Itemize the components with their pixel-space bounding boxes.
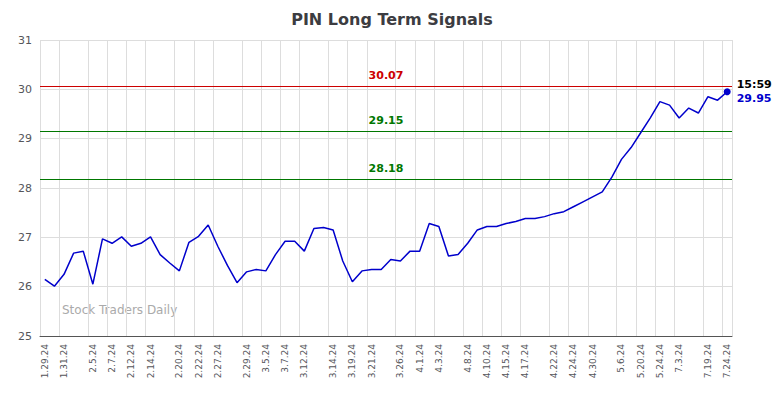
svg-text:7.3.24: 7.3.24	[674, 344, 684, 373]
svg-text:30.07: 30.07	[369, 69, 404, 82]
svg-text:7.24.24: 7.24.24	[722, 344, 732, 379]
svg-text:PIN Long Term Signals: PIN Long Term Signals	[291, 10, 493, 29]
svg-text:4.8.24: 4.8.24	[463, 344, 473, 373]
svg-text:28: 28	[18, 182, 32, 195]
svg-text:3.21.24: 3.21.24	[367, 344, 377, 379]
svg-text:2.22.24: 2.22.24	[194, 344, 204, 379]
svg-text:30: 30	[18, 83, 32, 96]
svg-text:29.95: 29.95	[737, 92, 772, 105]
svg-text:1.29.24: 1.29.24	[40, 344, 50, 379]
svg-text:5.24.24: 5.24.24	[655, 344, 665, 379]
svg-text:15:59: 15:59	[737, 78, 772, 91]
svg-text:25: 25	[18, 330, 32, 343]
svg-text:27: 27	[18, 231, 32, 244]
svg-text:7.19.24: 7.19.24	[703, 344, 713, 379]
svg-text:31: 31	[18, 34, 32, 47]
svg-text:1.31.24: 1.31.24	[59, 344, 69, 379]
svg-text:3.5.24: 3.5.24	[261, 344, 271, 373]
svg-text:2.5.24: 2.5.24	[88, 344, 98, 373]
svg-text:2.7.24: 2.7.24	[107, 344, 117, 373]
svg-text:29: 29	[18, 132, 32, 145]
svg-text:2.14.24: 2.14.24	[146, 344, 156, 379]
svg-text:4.22.24: 4.22.24	[549, 344, 559, 379]
svg-text:26: 26	[18, 280, 32, 293]
svg-text:28.18: 28.18	[369, 162, 404, 175]
svg-text:5.20.24: 5.20.24	[636, 344, 646, 379]
svg-text:5.6.24: 5.6.24	[616, 344, 626, 373]
svg-text:4.24.24: 4.24.24	[568, 344, 578, 379]
svg-text:2.29.24: 2.29.24	[242, 344, 252, 379]
svg-text:3.7.24: 3.7.24	[280, 344, 290, 373]
svg-text:3.12.24: 3.12.24	[299, 344, 309, 379]
svg-text:2.20.24: 2.20.24	[174, 344, 184, 379]
svg-text:29.15: 29.15	[369, 114, 404, 127]
svg-text:Stock Traders Daily: Stock Traders Daily	[62, 303, 177, 317]
svg-text:2.27.24: 2.27.24	[213, 344, 223, 379]
svg-text:4.15.24: 4.15.24	[501, 344, 511, 379]
svg-text:4.17.24: 4.17.24	[520, 344, 530, 379]
svg-text:3.26.24: 3.26.24	[395, 344, 405, 379]
svg-text:4.10.24: 4.10.24	[482, 344, 492, 379]
svg-text:3.14.24: 3.14.24	[328, 344, 338, 379]
svg-text:2.12.24: 2.12.24	[126, 344, 136, 379]
svg-text:4.30.24: 4.30.24	[588, 344, 598, 379]
svg-text:3.19.24: 3.19.24	[347, 344, 357, 379]
svg-text:4.3.24: 4.3.24	[434, 344, 444, 373]
svg-text:4.1.24: 4.1.24	[415, 344, 425, 373]
